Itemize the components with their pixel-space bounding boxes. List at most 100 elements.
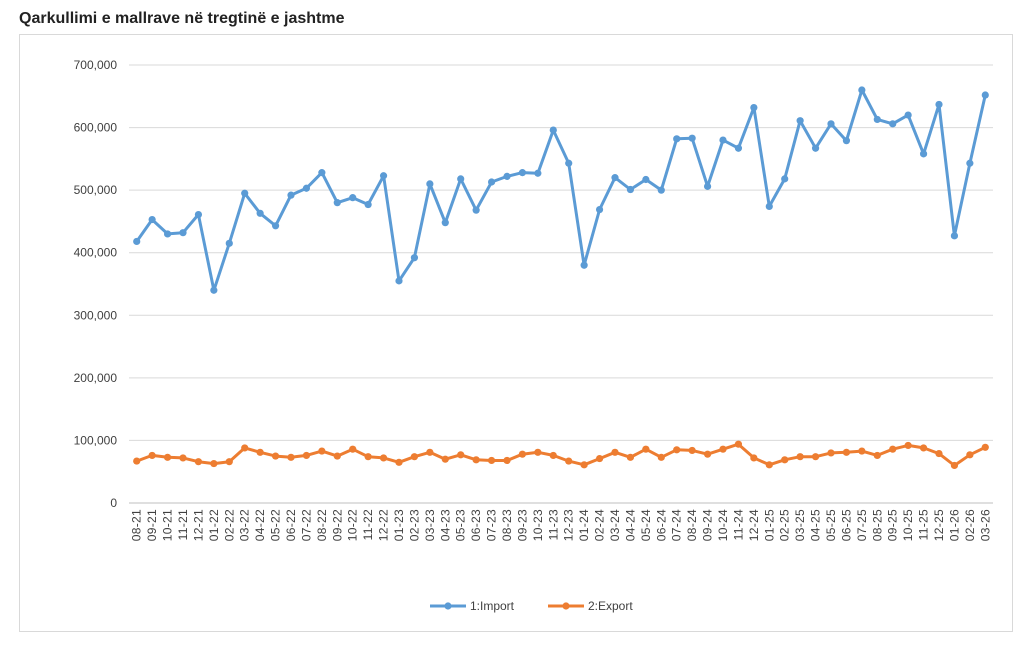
x-tick-label: 04-23 xyxy=(438,509,452,541)
data-point xyxy=(457,175,465,183)
x-tick-label: 06-22 xyxy=(284,509,298,541)
data-point xyxy=(673,135,681,143)
data-point xyxy=(518,450,527,458)
data-point xyxy=(364,453,372,461)
data-point xyxy=(858,447,866,455)
data-point xyxy=(225,458,233,466)
page-title: Qarkullimi e mallrave në tregtinë e jash… xyxy=(19,10,345,27)
data-point xyxy=(611,448,619,456)
data-point xyxy=(842,448,851,456)
data-point xyxy=(842,137,851,145)
x-tick-label: 10-23 xyxy=(531,509,545,541)
data-point xyxy=(549,451,557,460)
data-point xyxy=(426,180,434,188)
data-point xyxy=(549,126,557,134)
x-tick-label: 02-22 xyxy=(222,509,236,541)
data-point xyxy=(318,169,326,177)
x-tick-label: 11-24 xyxy=(731,509,745,540)
x-tick-label: 08-24 xyxy=(685,509,699,541)
data-point xyxy=(302,451,311,460)
data-point xyxy=(889,445,897,453)
data-point xyxy=(179,454,187,462)
y-tick-label: 100,000 xyxy=(74,433,118,447)
x-tick-label: 05-22 xyxy=(269,509,283,541)
legend-item-1: 1:Import xyxy=(430,599,515,613)
data-point xyxy=(657,186,665,194)
data-point xyxy=(426,448,434,456)
data-point xyxy=(935,100,943,109)
data-point xyxy=(811,144,820,152)
data-point xyxy=(734,144,743,152)
series-line xyxy=(135,88,987,292)
x-tick-label: 03-22 xyxy=(238,509,252,541)
data-point xyxy=(827,449,835,457)
x-tick-label: 05-23 xyxy=(454,509,468,541)
legend-marker xyxy=(444,602,452,610)
series-line xyxy=(136,442,986,467)
data-point xyxy=(580,461,588,469)
y-tick-label: 600,000 xyxy=(74,121,118,135)
data-point xyxy=(163,453,172,461)
x-tick-label: 10-21 xyxy=(161,509,175,541)
data-point xyxy=(210,286,218,294)
data-point xyxy=(781,175,789,183)
x-tick-label: 01-25 xyxy=(762,509,776,541)
data-point xyxy=(179,229,187,237)
x-axis-tick-labels: 08-21 09-21 10-21 11-21 12-21 01-22 02-22 03-22… xyxy=(130,509,993,541)
data-point xyxy=(518,169,527,177)
data-point xyxy=(781,456,789,464)
data-point xyxy=(765,202,773,211)
legend-label: 2:Export xyxy=(588,599,633,613)
data-point xyxy=(966,451,974,459)
data-point xyxy=(981,443,989,451)
data-point xyxy=(163,230,172,238)
x-tick-label: 04-22 xyxy=(253,509,267,541)
data-point xyxy=(241,189,249,197)
y-tick-label: 200,000 xyxy=(74,371,118,385)
data-point xyxy=(410,453,419,461)
x-tick-label: 11-23 xyxy=(546,509,560,540)
data-point xyxy=(410,254,419,262)
data-point xyxy=(919,150,928,158)
data-point xyxy=(271,222,280,230)
chart-frame: 0 100,000 200,000 300,000 400,000 500,000 600,… xyxy=(19,34,1013,632)
data-point xyxy=(487,178,496,186)
x-tick-label: 09-23 xyxy=(515,509,529,541)
data-point xyxy=(287,191,295,199)
data-point xyxy=(472,206,480,214)
x-tick-label: 03-23 xyxy=(423,509,437,541)
data-point xyxy=(349,194,357,202)
data-point xyxy=(210,459,218,468)
data-point xyxy=(225,239,233,247)
x-tick-label: 07-22 xyxy=(299,509,313,541)
data-point xyxy=(950,232,959,240)
x-tick-label: 03-25 xyxy=(793,509,807,541)
data-point xyxy=(688,446,696,455)
x-tick-label: 09-24 xyxy=(701,509,715,541)
data-point xyxy=(873,115,881,124)
x-tick-label: 01-24 xyxy=(577,509,591,541)
data-point xyxy=(271,452,280,460)
x-tick-label: 06-23 xyxy=(469,509,483,541)
series-lines xyxy=(133,86,989,470)
legend-label: 1:Import xyxy=(470,599,515,613)
data-point xyxy=(981,91,989,99)
data-point xyxy=(256,448,264,456)
x-tick-label: 07-25 xyxy=(855,509,869,541)
x-tick-label: 02-23 xyxy=(407,509,421,541)
x-tick-label: 09-25 xyxy=(886,509,900,541)
x-tick-label: 02-26 xyxy=(963,509,977,541)
legend: 1:Import 2:Export xyxy=(430,599,633,613)
y-tick-label: 400,000 xyxy=(74,246,118,260)
data-point xyxy=(580,261,588,269)
series-1 xyxy=(133,86,989,294)
x-tick-label: 11-22 xyxy=(361,509,375,540)
data-point xyxy=(750,103,758,112)
x-tick-label: 08-21 xyxy=(130,509,144,541)
data-point xyxy=(333,452,341,460)
data-point xyxy=(595,454,604,463)
data-point xyxy=(642,445,650,453)
data-point xyxy=(734,440,743,448)
data-point xyxy=(935,449,943,458)
x-tick-label: 09-21 xyxy=(145,509,159,541)
